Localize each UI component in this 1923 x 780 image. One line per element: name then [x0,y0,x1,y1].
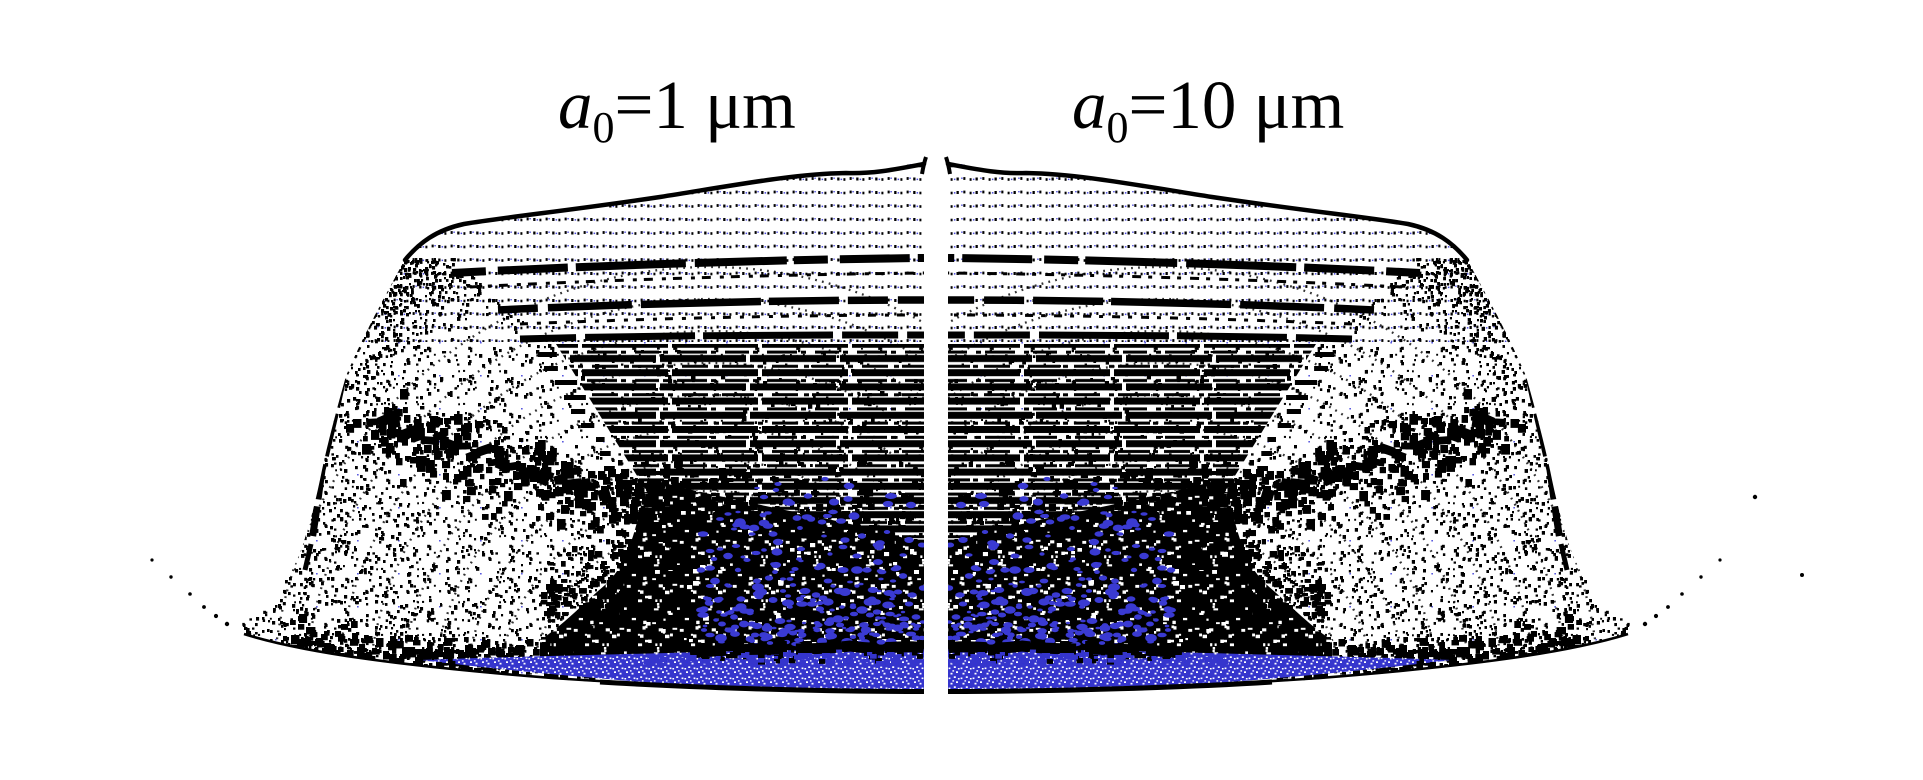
svg-text:a0=10 μm: a0=10 μm [1072,67,1344,152]
svg-text:a0=1 μm: a0=1 μm [558,67,796,152]
